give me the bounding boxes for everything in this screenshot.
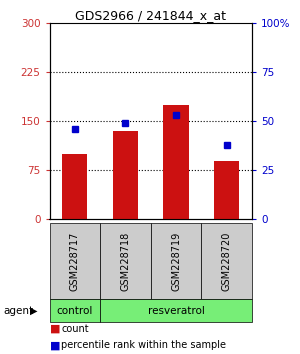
Title: GDS2966 / 241844_x_at: GDS2966 / 241844_x_at	[75, 9, 226, 22]
Text: percentile rank within the sample: percentile rank within the sample	[61, 340, 226, 350]
Text: count: count	[61, 324, 89, 333]
Text: agent: agent	[3, 306, 33, 316]
Bar	[100, 299, 252, 322]
Bar	[50, 299, 100, 322]
Text: ■: ■	[50, 324, 60, 333]
Bar	[151, 223, 201, 299]
Text: control: control	[57, 306, 93, 316]
Text: GSM228719: GSM228719	[171, 232, 181, 291]
Bar	[164, 105, 189, 219]
Text: GSM228717: GSM228717	[70, 232, 80, 291]
Bar	[62, 154, 88, 219]
Bar	[113, 131, 138, 219]
Text: resveratrol: resveratrol	[148, 306, 205, 316]
Bar	[201, 223, 252, 299]
Text: GSM228720: GSM228720	[222, 232, 232, 291]
Bar	[50, 223, 100, 299]
Bar	[214, 161, 239, 219]
Bar	[100, 223, 151, 299]
Text: ▶: ▶	[30, 306, 38, 316]
Text: ■: ■	[50, 340, 60, 350]
Text: GSM228718: GSM228718	[120, 232, 130, 291]
